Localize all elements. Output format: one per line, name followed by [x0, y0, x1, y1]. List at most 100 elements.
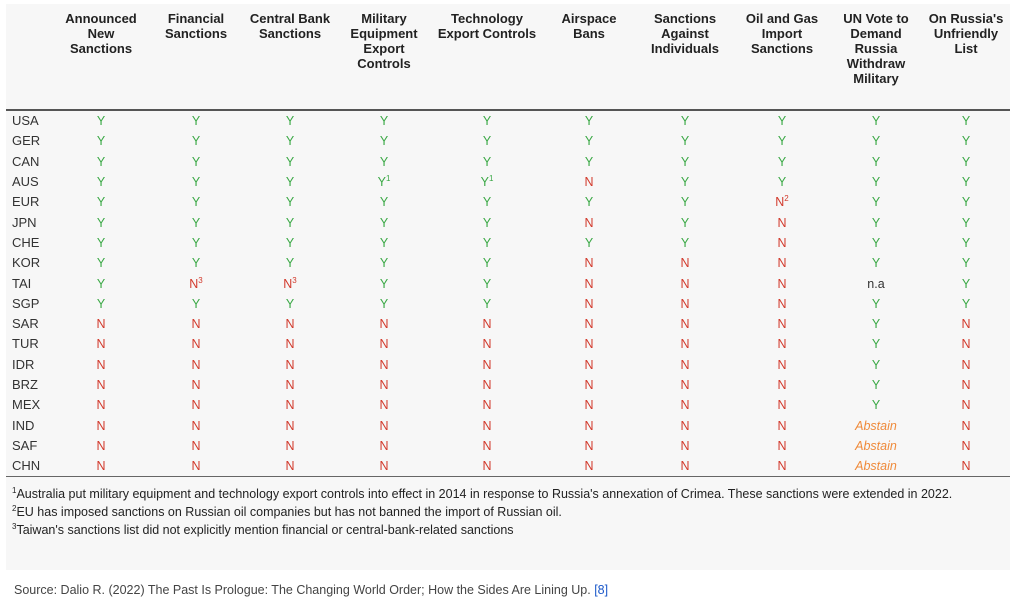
status-cell: Y: [54, 192, 148, 212]
status-value: Y: [379, 114, 389, 129]
status-cell: Y: [148, 131, 244, 151]
country-cell: SGP: [12, 295, 40, 311]
status-value: N: [777, 235, 787, 250]
status-cell: N: [636, 273, 734, 293]
status-cell: N: [432, 415, 542, 435]
status-cell: Y: [244, 131, 336, 151]
status-cell: N: [734, 314, 830, 334]
status-cell: Y: [734, 131, 830, 151]
status-cell: Y: [54, 294, 148, 314]
status-value: N: [379, 418, 389, 433]
status-value: Y: [871, 235, 881, 250]
status-cell: N: [336, 415, 432, 435]
status-cell: N: [244, 395, 336, 415]
country-cell: TAI: [12, 275, 32, 291]
status-cell: Y: [54, 152, 148, 172]
column-header: Airspace Bans: [542, 4, 636, 111]
status-value: N: [777, 276, 787, 291]
status-cell: N: [542, 334, 636, 354]
status-cell: N: [734, 395, 830, 415]
status-cell: N: [734, 294, 830, 314]
status-value: Y: [871, 256, 881, 271]
status-value: Y: [379, 276, 389, 291]
source-reference-link[interactable]: [8]: [594, 583, 609, 597]
status-value: N: [379, 459, 389, 474]
status-cell: N: [432, 375, 542, 395]
status-cell: N: [244, 355, 336, 375]
status-value: N: [961, 459, 971, 474]
status-cell: N: [734, 253, 830, 273]
status-cell: Y: [922, 152, 1010, 172]
status-value: N: [584, 276, 594, 291]
status-cell: N: [734, 436, 830, 456]
country-cell: USA: [12, 113, 39, 129]
status-value: Y: [871, 357, 881, 372]
status-value: N: [680, 438, 690, 453]
status-value: Y: [191, 114, 201, 129]
status-value: N: [191, 418, 201, 433]
status-value: Y: [680, 134, 690, 149]
status-cell: Y: [148, 192, 244, 212]
table-row: CAN Y Y Y Y Y Y Y Y Y Y: [6, 152, 1010, 172]
status-cell: N: [542, 172, 636, 192]
status-cell: Y: [922, 192, 1010, 212]
status-cell: Y: [830, 212, 922, 232]
status-value: Y: [285, 296, 295, 311]
status-value: N: [285, 398, 295, 413]
status-cell: N: [542, 314, 636, 334]
status-value: N: [775, 195, 785, 210]
status-cell: N: [432, 334, 542, 354]
status-value: N: [482, 459, 492, 474]
status-value: Abstain: [855, 459, 897, 474]
status-cell: N: [336, 334, 432, 354]
table-row: IDR N N N N N N N N Y N: [6, 355, 1010, 375]
status-value: N: [584, 418, 594, 433]
column-header: Sanctions Against Individuals: [636, 4, 734, 111]
status-value: N: [482, 317, 492, 332]
status-value: Y: [379, 235, 389, 250]
status-cell: N: [244, 415, 336, 435]
status-value: Y: [191, 296, 201, 311]
status-value: Y: [379, 215, 389, 230]
status-value: N: [584, 337, 594, 352]
status-cell: Y: [432, 152, 542, 172]
status-cell: Y: [432, 273, 542, 293]
country-cell: IND: [12, 417, 35, 433]
status-value: Y: [96, 256, 106, 271]
status-cell: Y: [830, 152, 922, 172]
status-value: N: [379, 378, 389, 392]
status-cell: N: [636, 334, 734, 354]
status-value: Y: [482, 195, 492, 210]
status-value: N: [96, 337, 106, 352]
status-value: N: [584, 256, 594, 271]
column-header: Central Bank Sanctions: [244, 4, 336, 111]
status-value: Y: [961, 154, 971, 169]
status-cell: N: [54, 395, 148, 415]
status-cell: N: [148, 436, 244, 456]
sanctions-table: Announced New Sanctions Financial Sanctio…: [6, 4, 1010, 478]
status-value: N: [961, 378, 971, 392]
status-cell: Y: [148, 110, 244, 131]
status-cell: N: [542, 253, 636, 273]
table-row: SAF N N N N N N N N Abstain N: [6, 436, 1010, 456]
country-cell: IDR: [12, 356, 35, 372]
status-value: Y: [379, 154, 389, 169]
country-cell: SAR: [12, 316, 39, 332]
country-cell: CAN: [12, 153, 40, 169]
status-cell: Y: [148, 152, 244, 172]
status-cell: Y: [922, 273, 1010, 293]
status-value: Y: [96, 114, 106, 129]
status-cell: Y: [54, 131, 148, 151]
status-cell: Y: [336, 273, 432, 293]
table-row: SGP Y Y Y Y Y N N N Y Y: [6, 294, 1010, 314]
status-cell: N: [636, 294, 734, 314]
status-cell: Y: [336, 294, 432, 314]
status-cell: Y: [148, 172, 244, 192]
status-cell: Y: [922, 131, 1010, 151]
status-value: Y: [777, 134, 787, 149]
status-value: Y: [961, 134, 971, 149]
status-cell: Y: [922, 110, 1010, 131]
status-value: n.a: [867, 276, 885, 291]
status-value: N: [680, 378, 690, 392]
status-cell: Y: [830, 314, 922, 334]
